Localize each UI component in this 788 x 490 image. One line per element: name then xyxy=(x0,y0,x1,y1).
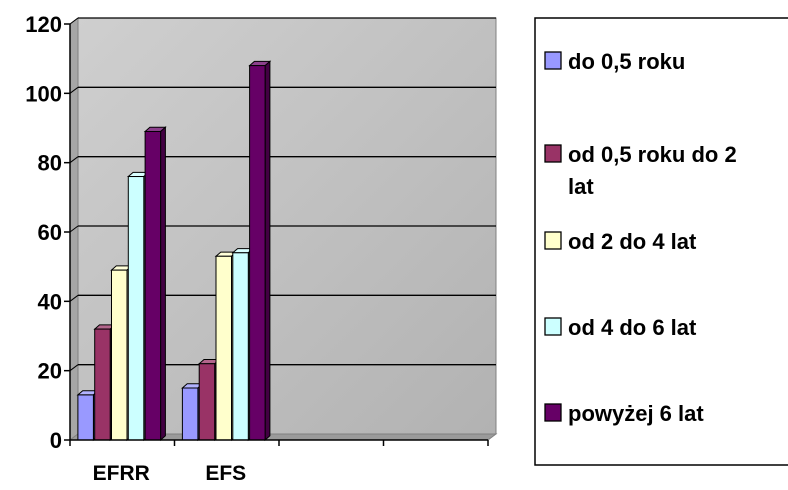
bar-front-face xyxy=(249,65,266,441)
y-tick-label: 20 xyxy=(38,359,62,384)
bar xyxy=(248,60,272,442)
legend-box xyxy=(534,17,788,466)
legend-entry: od 4 do 6 lat xyxy=(544,315,697,340)
y-tick-label: 120 xyxy=(25,12,62,37)
legend-label: od 2 do 4 lat xyxy=(568,229,697,254)
gridline-side xyxy=(69,86,79,94)
legend-swatch xyxy=(544,51,562,70)
x-tick-label: EFS xyxy=(205,462,246,485)
bar-side-face xyxy=(264,60,271,442)
legend-entry: powyżej 6 lat xyxy=(544,401,704,426)
bar-front-face xyxy=(94,328,111,441)
x-tick-label: EFRR xyxy=(93,462,150,485)
y-tick-label: 40 xyxy=(38,289,62,314)
legend-swatch xyxy=(544,144,562,163)
legend-label: do 0,5 roku xyxy=(568,49,685,74)
bar-front-face xyxy=(215,255,232,441)
gridline-side xyxy=(69,156,79,164)
gridline-side xyxy=(69,225,79,233)
y-tick-label: 100 xyxy=(25,81,62,106)
legend-label: powyżej 6 lat xyxy=(568,401,704,426)
bar-front-face xyxy=(127,176,145,441)
bar xyxy=(143,126,167,442)
y-tick-label: 0 xyxy=(50,428,62,453)
axes: EFRR EFS 0 20 40 60 80 100 120 xyxy=(25,12,489,485)
gridline-side xyxy=(69,17,79,25)
legend-swatch xyxy=(544,317,562,336)
legend-label: od 0,5 roku do 2 lat xyxy=(568,142,737,199)
bar-side-face xyxy=(160,126,166,442)
legend-swatch xyxy=(544,231,562,250)
bars xyxy=(76,60,272,442)
legend-entry: od 0,5 roku do 2 lat xyxy=(544,142,737,199)
gridline-side xyxy=(69,364,79,372)
gridline-side xyxy=(69,294,79,302)
bar-front-face xyxy=(77,394,94,441)
legend-swatch xyxy=(544,403,562,422)
bar-front-face xyxy=(232,252,249,441)
bar-front-face xyxy=(181,387,199,441)
legend-entry: od 2 do 4 lat xyxy=(544,229,697,254)
bar-front-face xyxy=(111,269,128,441)
legend-label: od 4 do 6 lat xyxy=(568,315,697,340)
legend-entry: do 0,5 roku xyxy=(544,49,685,74)
y-tick-label: 80 xyxy=(38,151,62,176)
legend: do 0,5 roku od 0,5 roku do 2 lat od 2 do 4 … xyxy=(534,17,788,466)
y-tick-label: 60 xyxy=(38,220,62,245)
bar-front-face xyxy=(198,363,216,441)
bar-front-face xyxy=(144,130,162,441)
